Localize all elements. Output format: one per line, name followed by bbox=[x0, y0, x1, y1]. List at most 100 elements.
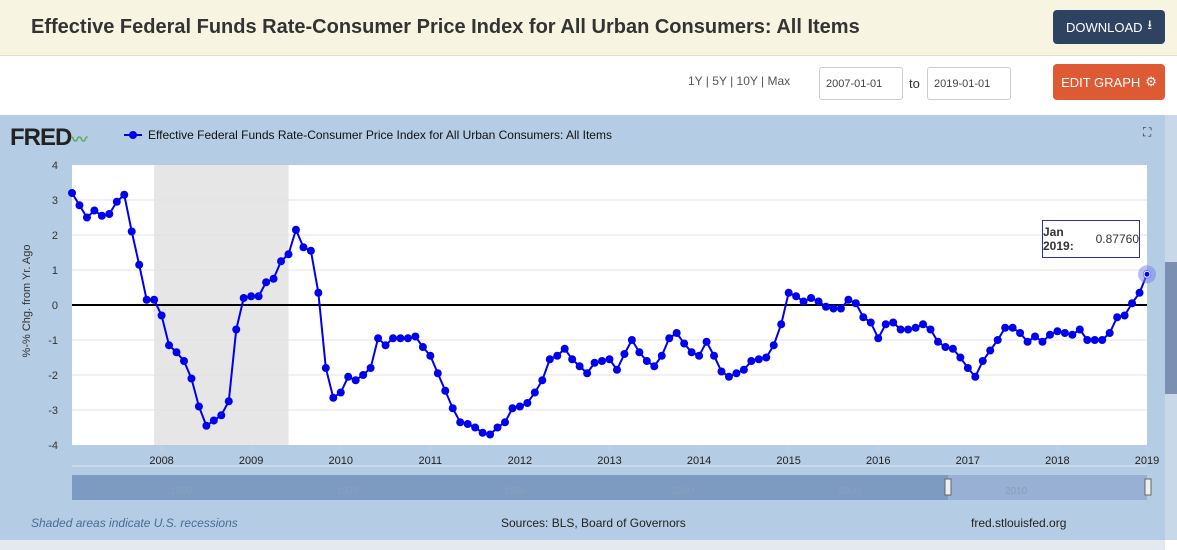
data-point bbox=[418, 343, 427, 351]
footer-strip bbox=[0, 540, 1165, 550]
data-point bbox=[500, 418, 509, 427]
y-tick-label: -2 bbox=[48, 370, 58, 382]
y-axis-label: %-% Chg. from Yr. Ago bbox=[21, 244, 33, 358]
data-point bbox=[127, 227, 136, 236]
data-point bbox=[105, 210, 114, 218]
tooltip-date: Jan 2019: bbox=[1043, 225, 1074, 253]
data-point bbox=[583, 369, 592, 378]
download-icon: ⭳ bbox=[1147, 17, 1153, 32]
data-point bbox=[911, 323, 920, 332]
y-tick-label: 2 bbox=[52, 230, 58, 242]
data-point bbox=[695, 351, 704, 360]
data-point bbox=[598, 357, 607, 365]
data-point bbox=[262, 278, 271, 287]
range-selector: 1Y | 5Y | 10Y | Max bbox=[688, 74, 791, 88]
fullscreen-icon[interactable]: ⛶ bbox=[1143, 125, 1152, 139]
data-point bbox=[1023, 337, 1032, 346]
data-point bbox=[90, 206, 99, 215]
data-point bbox=[508, 404, 517, 413]
data-point bbox=[284, 250, 293, 259]
data-point bbox=[904, 325, 913, 334]
edit-graph-button[interactable]: EDIT GRAPH ⚙ bbox=[1053, 64, 1165, 100]
x-tick-label: 2012 bbox=[508, 455, 532, 467]
data-point bbox=[217, 411, 226, 420]
hover-point bbox=[1143, 270, 1151, 278]
data-point bbox=[381, 341, 390, 350]
data-point bbox=[1113, 313, 1122, 322]
x-tick-label: 2019 bbox=[1135, 455, 1159, 467]
data-point bbox=[179, 357, 188, 365]
data-point bbox=[739, 365, 748, 374]
data-point bbox=[665, 334, 674, 343]
scrollbar-thumb[interactable] bbox=[1165, 262, 1177, 394]
data-point bbox=[329, 393, 338, 402]
data-point bbox=[1001, 323, 1010, 332]
data-point bbox=[1083, 336, 1092, 344]
data-point bbox=[1105, 329, 1114, 337]
data-point bbox=[120, 190, 129, 199]
data-point bbox=[545, 355, 554, 364]
x-tick-label: 2014 bbox=[687, 455, 711, 467]
navigator-label: 2010 bbox=[1005, 486, 1028, 497]
data-point bbox=[933, 337, 942, 346]
data-point bbox=[291, 225, 300, 234]
y-tick-label: -1 bbox=[48, 335, 58, 347]
data-point bbox=[627, 336, 636, 344]
data-point bbox=[75, 201, 84, 210]
data-point bbox=[314, 288, 323, 297]
data-point bbox=[299, 243, 308, 252]
range-5y[interactable]: 5Y bbox=[712, 74, 727, 88]
data-point bbox=[963, 364, 972, 372]
data-point bbox=[821, 302, 830, 311]
data-point bbox=[956, 353, 965, 362]
data-point bbox=[680, 339, 689, 348]
range-max[interactable]: Max bbox=[767, 74, 791, 88]
range-10y[interactable]: 10Y bbox=[736, 74, 758, 88]
data-point bbox=[403, 334, 412, 343]
data-point bbox=[224, 397, 233, 406]
data-point bbox=[941, 343, 950, 351]
end-date-input[interactable] bbox=[927, 67, 1011, 100]
range-1y[interactable]: 1Y bbox=[688, 74, 703, 88]
navigator-label: 1990 bbox=[671, 486, 694, 497]
data-point bbox=[762, 353, 771, 362]
data-point bbox=[366, 364, 375, 372]
data-point bbox=[157, 311, 166, 320]
edit-graph-label: EDIT GRAPH bbox=[1061, 74, 1141, 90]
data-point bbox=[971, 372, 980, 381]
navigator-handle-left[interactable] bbox=[944, 478, 952, 496]
data-point bbox=[866, 318, 875, 327]
x-tick-label: 2013 bbox=[597, 455, 621, 467]
data-point bbox=[433, 369, 442, 378]
fred-logo: FRED〰 bbox=[10, 124, 87, 151]
data-point bbox=[635, 348, 644, 357]
y-tick-label: 0 bbox=[52, 300, 58, 312]
data-point bbox=[254, 292, 263, 301]
start-date-input[interactable] bbox=[819, 67, 903, 100]
data-point bbox=[478, 428, 487, 437]
x-tick-label: 2008 bbox=[149, 455, 173, 467]
data-point bbox=[426, 351, 435, 360]
data-point bbox=[1075, 325, 1084, 334]
data-point bbox=[82, 213, 91, 222]
navigator-handle-right[interactable] bbox=[1144, 478, 1152, 496]
data-point bbox=[344, 372, 353, 381]
data-point bbox=[172, 348, 181, 357]
data-point bbox=[269, 274, 278, 283]
data-point bbox=[321, 364, 330, 372]
data-point bbox=[150, 295, 159, 304]
data-point bbox=[874, 334, 883, 343]
data-point bbox=[717, 367, 726, 376]
data-point bbox=[560, 344, 569, 353]
data-point bbox=[142, 295, 151, 304]
data-point bbox=[463, 420, 472, 428]
data-point bbox=[896, 325, 905, 334]
data-point bbox=[724, 372, 733, 381]
data-point bbox=[493, 423, 502, 432]
download-button[interactable]: DOWNLOAD ⭳ bbox=[1053, 10, 1165, 44]
data-point bbox=[515, 402, 524, 411]
gear-icon: ⚙ bbox=[1145, 74, 1157, 89]
site-link[interactable]: fred.stlouisfed.org bbox=[971, 516, 1067, 530]
data-point bbox=[799, 297, 808, 306]
